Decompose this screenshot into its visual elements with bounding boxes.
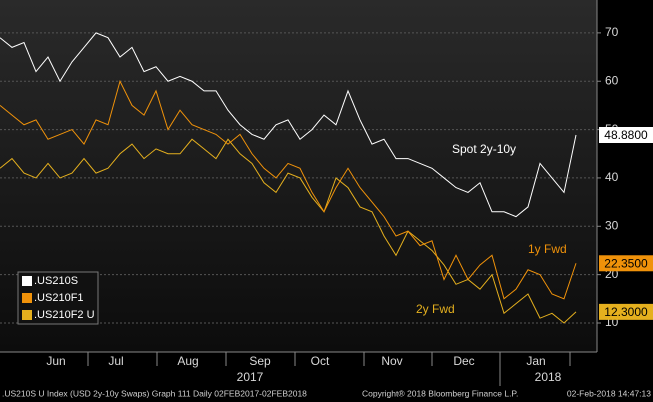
legend-swatch [22,310,32,320]
y-tick-label: 40 [605,170,619,184]
x-tick-label: Jul [108,354,123,368]
legend-swatch [22,293,32,303]
annotation: 2y Fwd [416,302,455,316]
legend-label: .US210F2 U [34,309,95,321]
last-value-label: 48.8800 [604,128,648,142]
y-tick-label: 30 [605,218,619,232]
last-value-label: 12.3000 [604,305,648,319]
timestamp: 02-Feb-2018 14:47:13 [567,388,651,398]
footer: .US210S U Index (USD 2y-10y Swaps) Graph… [2,388,307,398]
last-value-box [599,303,653,320]
annotation: Spot 2y-10y [452,142,516,156]
line-series [0,32,577,218]
x-tick-label: Oct [311,354,330,368]
annotation: 1y Fwd [528,242,567,256]
legend-label: .US210S [34,275,78,287]
last-value-box [599,255,653,272]
x-tick-label: Nov [381,354,402,368]
legend-label: .US210F1 [34,292,84,304]
last-value-box [599,126,653,143]
copyright: Copyright® 2018 Bloomberg Finance L.P. [362,388,518,398]
x-tick-label: Sep [249,354,271,368]
x-tick-label: Jan [526,354,545,368]
line-series [0,138,577,324]
x-tick-label: Dec [453,354,474,368]
legend-swatch [22,276,32,286]
last-value-label: 22.3500 [604,256,648,270]
year-label: 2018 [535,370,562,384]
x-tick-label: Jun [46,354,65,368]
line-series [0,79,577,300]
year-label: 2017 [237,370,264,384]
x-tick-label: Aug [177,354,198,368]
y-tick-label: 60 [605,73,619,87]
y-tick-label: 70 [605,25,619,39]
